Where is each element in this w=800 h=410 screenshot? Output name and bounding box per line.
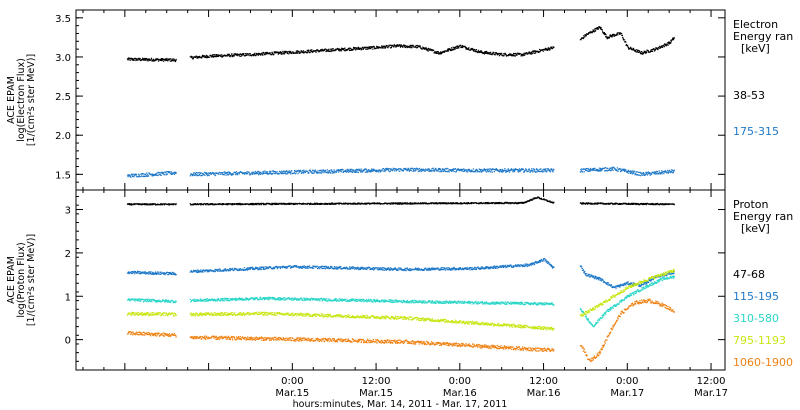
x-tick-time: 0:00 [616,376,638,387]
series-points [579,275,675,328]
x-tick-time: 0:00 [449,376,471,387]
legend-entry: 1060-1900 [733,356,793,369]
proton-panel: 0 1 2 3 ACE EPAM log(Proton Flux) [1/(cm²s ste… [6,189,793,371]
y-axis-label: ACE EPAM [6,76,17,124]
series-points [126,270,177,276]
series-points [189,335,555,353]
y-tick-label: 1.5 [55,170,71,181]
series-points [126,298,177,304]
series-points [189,196,555,206]
legend-title-line: Energy ran [733,30,793,43]
x-tick-date: Mar.16 [443,388,477,399]
x-tick-date: Mar.16 [527,388,561,399]
legend-title-line: Proton [733,198,768,211]
x-tick-time: 0:00 [281,376,303,387]
electron-panel: 1.5 2.0 2.5 3.0 3.5 ACE EPAM log(Electron Flux… [6,9,793,191]
series-points [579,298,675,363]
data-points [126,196,675,363]
x-tick-date: Mar.15 [275,388,309,399]
y-tick-label: 3.0 [55,53,71,64]
series-points [126,57,177,63]
series-points [189,311,555,331]
y-axis-label: ACE EPAM [6,256,17,304]
series-points [189,44,555,60]
x-tick-date: Mar.17 [694,388,728,399]
series-points [579,268,675,317]
series-points [579,26,675,55]
series-points [126,171,177,178]
plot-frame [75,189,726,371]
x-axis: 0:00Mar.1512:00Mar.150:00Mar.1612:00Mar.… [82,10,728,399]
series-points [579,166,675,177]
plot-frame [75,9,726,191]
y-tick-label: 2.5 [55,92,71,103]
y-tick-label: 0 [65,336,71,347]
y-axis-label: log(Electron Flux) [16,58,27,142]
legend-entry: 175-315 [733,125,779,138]
y-tick-label: 3 [65,206,71,217]
series-points [189,296,555,306]
legend-entry: 310-580 [733,312,779,325]
legend-title-line: [keV] [741,222,770,235]
series-points [189,167,555,177]
legend-entry: 115-195 [733,290,779,303]
y-tick-label: 3.5 [55,14,71,25]
legend-title-line: [keV] [741,42,770,55]
x-tick-date: Mar.15 [359,388,393,399]
series-points [189,258,555,274]
y-axis-label: [1/(cm²s ster MeV)] [26,234,37,326]
series-points [126,203,177,206]
legend-entry: 795-1193 [733,334,786,347]
y-tick-label: 1 [65,292,71,303]
legend-entry: 47-68 [733,268,765,281]
x-tick-time: 12:00 [529,376,558,387]
series-points [126,311,177,317]
legend-title-line: Electron [733,18,778,31]
y-axis-label: [1/(cm²s ster MeV)] [26,54,37,146]
series-points [126,331,177,338]
x-tick-time: 12:00 [362,376,391,387]
x-tick-date: Mar.17 [610,388,644,399]
legend-entry: 38-53 [733,89,765,102]
legend-title-line: Energy ran [733,210,793,223]
series-points [579,202,675,206]
data-points [126,26,675,178]
y-tick-label: 2 [65,249,71,260]
x-axis-label: hours:minutes, Mar. 14, 2011 - Mar. 17, … [293,399,508,410]
series-points [579,265,675,289]
y-tick-label: 2.0 [55,131,71,142]
y-axis-label: log(Proton Flux) [16,242,27,317]
x-tick-time: 12:00 [697,376,726,387]
